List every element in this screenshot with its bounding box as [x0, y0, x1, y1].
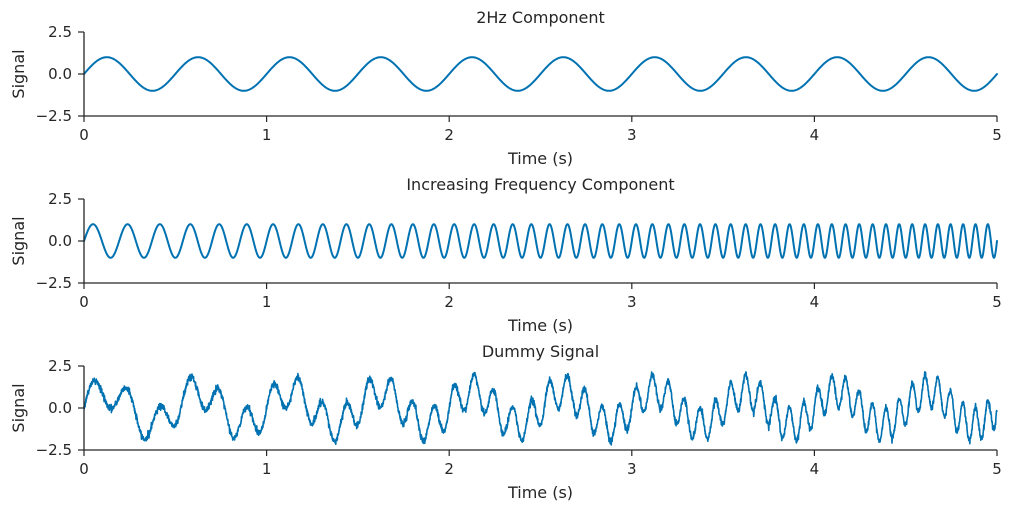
x-tick-label: 1 — [262, 460, 272, 478]
x-tick-label: 1 — [262, 293, 272, 311]
y-tick-label: 0.0 — [48, 65, 72, 83]
subplot-2: Increasing Frequency Component 0 1 2 3 4 5 −2.5… — [9, 175, 1002, 335]
subplot-title: 2Hz Component — [476, 8, 605, 27]
x-tick-label: 2 — [444, 293, 454, 311]
y-tick-label: 2.5 — [48, 357, 72, 375]
x-axis-label: Time (s) — [507, 483, 573, 502]
x-tick-label: 4 — [810, 293, 820, 311]
y-tick-label: 0.0 — [48, 232, 72, 250]
x-tick-label: 5 — [992, 126, 1002, 144]
signal-line — [83, 371, 998, 446]
x-axis-label: Time (s) — [507, 149, 573, 168]
x-tick-label: 3 — [627, 126, 637, 144]
y-tick-label: −2.5 — [36, 107, 72, 125]
y-tick-label: −2.5 — [36, 441, 72, 459]
x-tick-label: 2 — [444, 126, 454, 144]
x-axis-label: Time (s) — [507, 316, 573, 335]
x-tick-label: 4 — [810, 126, 820, 144]
y-axis-label: Signal — [9, 216, 28, 265]
y-axis-label: Signal — [9, 383, 28, 432]
y-axis-label: Signal — [9, 49, 28, 98]
y-tick-label: 0.0 — [48, 399, 72, 417]
x-tick-label: 3 — [627, 460, 637, 478]
x-tick-label: 5 — [992, 460, 1002, 478]
subplot-title: Increasing Frequency Component — [406, 175, 674, 194]
y-tick-label: 2.5 — [48, 190, 72, 208]
x-tick-label: 0 — [79, 293, 89, 311]
subplot-title: Dummy Signal — [482, 342, 599, 361]
x-tick-label: 0 — [79, 126, 89, 144]
x-tick-label: 1 — [262, 126, 272, 144]
x-tick-label: 4 — [810, 460, 820, 478]
x-tick-label: 0 — [79, 460, 89, 478]
subplot-3: Dummy Signal 0 1 2 3 4 5 −2.5 0.0 2.5 Time (s) Sign… — [9, 342, 1002, 502]
signal-line — [83, 223, 998, 259]
x-tick-label: 3 — [627, 293, 637, 311]
subplot-1: 2Hz Component 0 1 2 3 4 5 −2.5 0.0 2.5 Time (s) Sig… — [9, 8, 1002, 168]
x-tick-label: 2 — [444, 460, 454, 478]
y-tick-label: −2.5 — [36, 274, 72, 292]
y-tick-label: 2.5 — [48, 23, 72, 41]
x-tick-label: 5 — [992, 293, 1002, 311]
signal-line — [83, 56, 998, 92]
